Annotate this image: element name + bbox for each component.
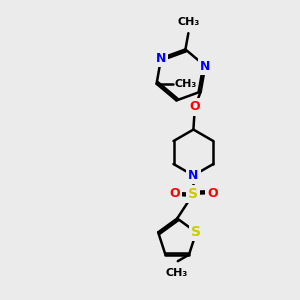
Text: S: S (191, 225, 201, 239)
Text: N: N (200, 60, 211, 73)
Text: CH₃: CH₃ (177, 17, 200, 27)
Text: O: O (169, 187, 180, 200)
Text: O: O (207, 187, 217, 200)
Text: O: O (190, 100, 200, 113)
Text: CH₃: CH₃ (165, 268, 188, 278)
Text: N: N (188, 169, 199, 182)
Text: S: S (188, 187, 198, 201)
Text: CH₃: CH₃ (174, 79, 196, 89)
Text: N: N (156, 52, 166, 65)
